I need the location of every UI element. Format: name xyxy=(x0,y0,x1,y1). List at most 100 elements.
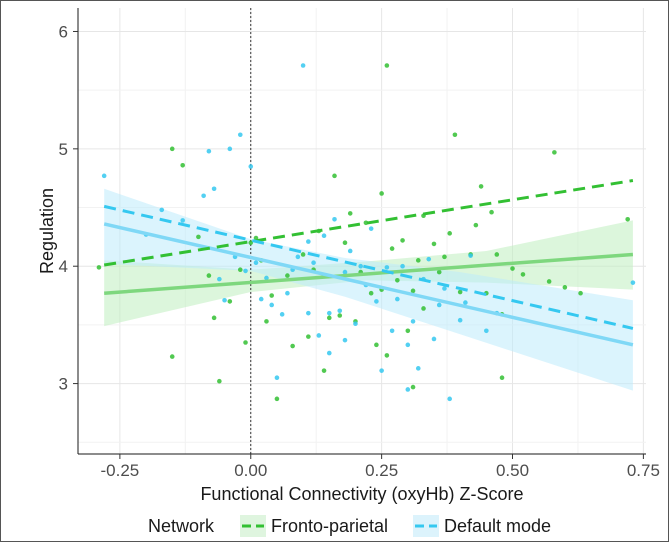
point-default-mode xyxy=(206,148,212,154)
point-default-mode xyxy=(431,336,437,342)
point-default-mode xyxy=(426,256,432,262)
x-tick-label: -0.25 xyxy=(101,461,140,480)
x-axis-title: Functional Connectivity (oxyHb) Z-Score xyxy=(200,484,523,504)
y-tick-label: 5 xyxy=(59,140,68,159)
y-tick-label: 4 xyxy=(59,257,68,276)
point-default-mode xyxy=(337,308,343,314)
point-fronto-parietal xyxy=(436,269,442,275)
x-tick-label: 0.75 xyxy=(627,461,660,480)
y-tick-label: 3 xyxy=(59,375,68,394)
point-fronto-parietal xyxy=(442,254,447,260)
point-default-mode xyxy=(217,276,222,282)
point-fronto-parietal xyxy=(337,313,343,318)
point-default-mode xyxy=(332,216,337,222)
point-fronto-parietal xyxy=(180,162,186,168)
point-default-mode xyxy=(342,337,348,343)
point-fronto-parietal xyxy=(196,234,201,240)
point-fronto-parietal xyxy=(384,63,390,68)
point-default-mode xyxy=(159,207,165,213)
point-default-mode xyxy=(321,233,327,238)
point-default-mode xyxy=(201,193,206,199)
point-fronto-parietal xyxy=(227,299,233,304)
grid-lines xyxy=(78,8,646,454)
point-fronto-parietal xyxy=(374,342,379,348)
point-fronto-parietal xyxy=(243,340,248,345)
point-default-mode xyxy=(300,63,306,68)
legend-label-fronto-parietal: Fronto-parietal xyxy=(271,516,388,536)
point-default-mode xyxy=(400,263,405,269)
point-fronto-parietal xyxy=(248,240,254,246)
point-fronto-parietal xyxy=(290,343,295,349)
point-default-mode xyxy=(211,186,217,192)
point-fronto-parietal xyxy=(384,353,390,358)
point-default-mode xyxy=(374,299,379,304)
point-default-mode xyxy=(295,254,301,260)
point-fronto-parietal xyxy=(368,290,374,296)
point-default-mode xyxy=(368,226,374,231)
point-default-mode xyxy=(180,218,186,223)
point-default-mode xyxy=(306,310,311,316)
point-default-mode xyxy=(468,253,473,258)
point-default-mode xyxy=(316,333,322,338)
legend-key-default-bg xyxy=(413,515,439,537)
point-fronto-parietal xyxy=(96,265,102,270)
point-fronto-parietal xyxy=(264,319,269,324)
point-default-mode xyxy=(442,286,447,291)
y-tick-label: 6 xyxy=(59,22,68,41)
point-fronto-parietal xyxy=(342,240,348,246)
point-fronto-parietal xyxy=(400,238,405,243)
point-fronto-parietal xyxy=(478,184,484,189)
point-default-mode xyxy=(353,321,358,327)
point-default-mode xyxy=(379,368,384,373)
point-default-mode xyxy=(243,268,248,274)
point-fronto-parietal xyxy=(206,273,212,278)
axis-ticks: -0.25 0.00 0.25 0.50 0.75 3 4 5 6 xyxy=(59,22,660,480)
fit-lines xyxy=(103,179,634,347)
point-default-mode xyxy=(258,296,264,302)
solid-fit-default-mode xyxy=(103,222,634,347)
x-tick-label: 0.25 xyxy=(365,461,398,480)
point-default-mode xyxy=(279,312,285,317)
point-default-mode xyxy=(405,387,411,392)
point-default-mode xyxy=(342,269,348,275)
point-default-mode xyxy=(311,260,316,265)
point-default-mode xyxy=(436,302,442,308)
point-fronto-parietal xyxy=(562,285,568,290)
x-tick-label: 0.50 xyxy=(496,461,529,480)
point-default-mode xyxy=(384,265,390,270)
y-axis-title: Regulation xyxy=(37,188,57,274)
point-fronto-parietal xyxy=(489,209,494,215)
legend-label-default-mode: Default mode xyxy=(444,516,551,536)
point-fronto-parietal xyxy=(169,354,175,359)
point-fronto-parietal xyxy=(285,273,290,278)
legend-title: Network xyxy=(148,516,215,536)
point-fronto-parietal xyxy=(578,290,583,296)
point-default-mode xyxy=(484,328,489,334)
dashed-fit-default-mode xyxy=(103,204,634,330)
point-default-mode xyxy=(630,280,636,285)
point-default-mode xyxy=(415,366,421,371)
point-fronto-parietal xyxy=(473,222,479,228)
point-default-mode xyxy=(395,296,400,302)
point-fronto-parietal xyxy=(237,267,243,273)
point-default-mode xyxy=(447,396,452,402)
solid-fit-fronto-parietal xyxy=(104,252,634,295)
point-fronto-parietal xyxy=(552,150,557,155)
point-default-mode xyxy=(101,173,107,179)
point-default-mode xyxy=(389,328,395,334)
point-default-mode xyxy=(457,317,463,323)
point-fronto-parietal xyxy=(405,328,411,334)
point-fronto-parietal xyxy=(379,191,384,196)
point-fronto-parietal xyxy=(499,375,505,381)
point-default-mode xyxy=(410,319,416,324)
point-fronto-parietal xyxy=(410,288,416,294)
dashed-fit-fronto-parietal xyxy=(103,179,634,267)
legend-key-fronto-bg xyxy=(240,515,266,537)
point-default-mode xyxy=(405,342,411,348)
point-fronto-parietal xyxy=(389,246,395,251)
point-fronto-parietal xyxy=(510,266,515,271)
point-fronto-parietal xyxy=(520,272,526,277)
point-fronto-parietal xyxy=(452,132,458,138)
point-fronto-parietal xyxy=(332,173,337,179)
